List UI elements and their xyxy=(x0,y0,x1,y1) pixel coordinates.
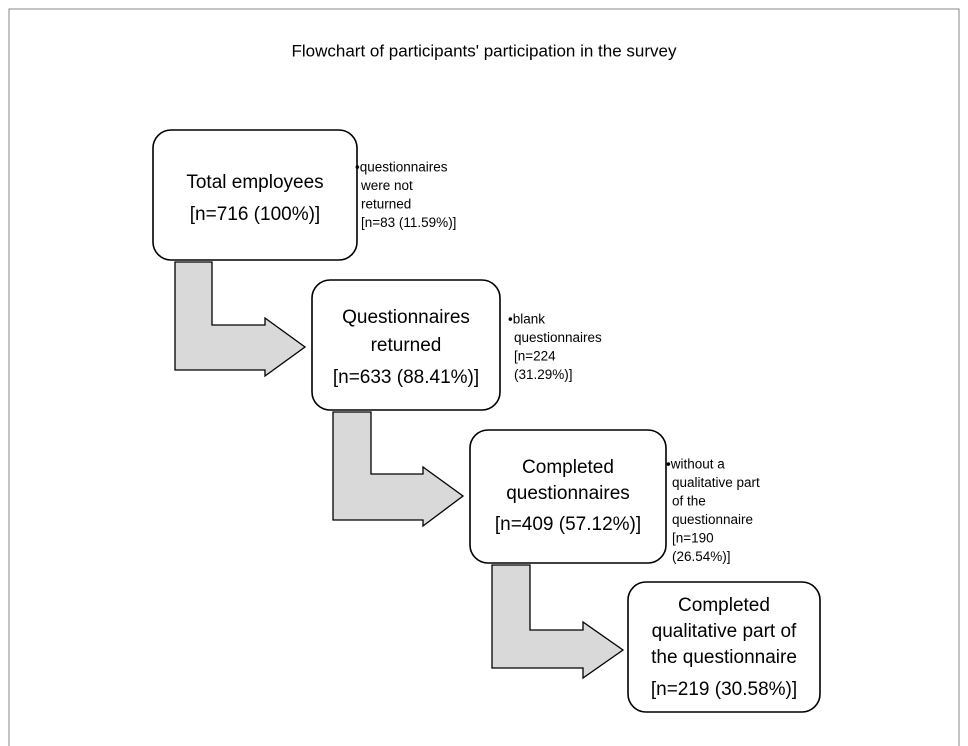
note-line: (31.29%)] xyxy=(514,367,573,382)
title: Flowchart of participants' participation… xyxy=(292,41,677,60)
note-line: were not xyxy=(360,178,413,193)
note-line: questionnaire xyxy=(672,512,753,527)
frame xyxy=(8,8,960,746)
node-box xyxy=(152,129,358,261)
note-line: •blank xyxy=(508,312,545,327)
arrow xyxy=(332,411,465,528)
note-line: of the xyxy=(672,494,706,509)
arrow xyxy=(491,564,625,680)
arrow xyxy=(174,261,307,378)
node-label: Completed xyxy=(522,457,614,478)
node-label: Questionnaires xyxy=(342,307,470,328)
node-label: questionnaires xyxy=(506,483,630,504)
node-label: qualitative part of xyxy=(652,621,797,642)
note-line: •without a xyxy=(666,457,725,472)
node-box xyxy=(627,581,821,713)
node-count: [n=633 (88.41%)] xyxy=(333,367,479,388)
note-line: (26.54%)] xyxy=(672,549,731,564)
note-line: questionnaires xyxy=(514,330,602,345)
node-count: [n=409 (57.12%)] xyxy=(495,514,641,535)
node-box xyxy=(469,429,667,564)
note-line: [n=83 (11.59%)] xyxy=(361,215,456,230)
note-line: •questionnaires xyxy=(355,160,448,175)
node-label: Completed xyxy=(678,595,770,616)
node-count: [n=716 (100%)] xyxy=(190,204,320,225)
note-line: [n=190 xyxy=(672,531,714,546)
node-count: [n=219 (30.58%)] xyxy=(651,679,797,700)
note-line: qualitative part xyxy=(672,475,760,490)
node-box xyxy=(311,279,501,411)
note-line: returned xyxy=(361,197,411,212)
node-label: Total employees xyxy=(186,172,323,193)
note-line: [n=224 xyxy=(514,349,556,364)
notes: •questionnaires were not returned [n=83 (11… xyxy=(355,160,760,565)
node-label: returned xyxy=(371,335,442,356)
node-label: the questionnaire xyxy=(651,647,797,668)
